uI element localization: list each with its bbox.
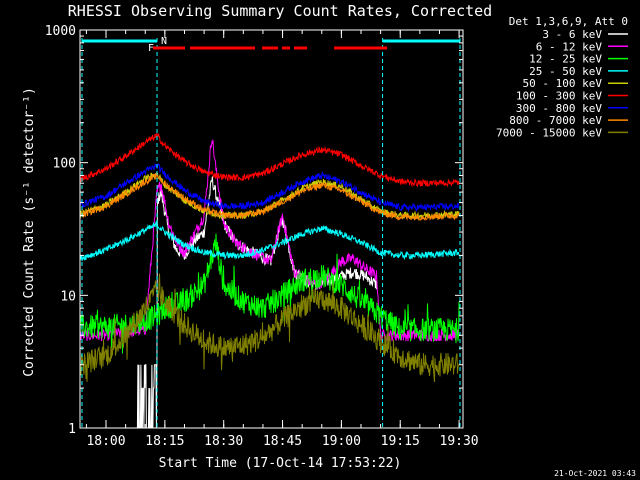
x-tick-label-3: 18:30 <box>204 434 243 449</box>
x-tick-label-4: 18:45 <box>263 434 302 449</box>
timestamp: 21-Oct-2021 03:43 <box>554 469 636 478</box>
x-tick-label-6: 19:15 <box>381 434 420 449</box>
chart-title: RHESSI Observing Summary Count Rates, Co… <box>68 2 492 20</box>
y-tick-label-1: 1 <box>68 422 76 437</box>
legend-label-3: 12 - 25 keV <box>529 53 602 66</box>
plot-frame <box>79 29 464 429</box>
y-tick-label-3: 100 <box>53 157 76 172</box>
y-axis-title: Corrected Count Rate (s⁻¹ detector⁻¹) <box>22 87 37 377</box>
series-line-8 <box>79 172 460 222</box>
legend-label-9: 7000 - 15000 keV <box>496 126 602 139</box>
flag-label-f: F <box>148 43 154 54</box>
y-tick-label-2: 10 <box>60 289 76 304</box>
legend-label-6: 100 - 300 keV <box>516 90 602 103</box>
legend-label-1: 3 - 6 keV <box>542 28 602 41</box>
plot-area: NF 1 10 100 1000 18:00 18:15 18:30 18:45 19:00 19:… <box>45 24 479 449</box>
series-line-7 <box>79 162 460 213</box>
x-tick-label-7: 19:30 <box>440 434 479 449</box>
legend-label-8: 800 - 7000 keV <box>509 114 602 127</box>
legend-label-2: 6 - 12 keV <box>536 40 603 53</box>
legend-header: Det 1,3,6,9, Att 0 <box>509 15 628 28</box>
series-line-4 <box>79 220 460 262</box>
flag-label-n: N <box>161 36 167 47</box>
x-tick-label-5: 19:00 <box>322 434 361 449</box>
x-tick-label-1: 18:00 <box>86 434 125 449</box>
series-line-9 <box>79 273 460 383</box>
legend-label-4: 25 - 50 keV <box>529 65 602 78</box>
series-line-6 <box>79 132 460 188</box>
x-axis-title: Start Time (17-Oct-14 17:53:22) <box>159 456 402 471</box>
legend-label-5: 50 - 100 keV <box>523 77 603 90</box>
x-tick-label-2: 18:15 <box>145 434 184 449</box>
series-line-3 <box>79 233 460 354</box>
legend-label-7: 300 - 800 keV <box>516 102 602 115</box>
y-tick-label-4: 1000 <box>45 24 76 39</box>
